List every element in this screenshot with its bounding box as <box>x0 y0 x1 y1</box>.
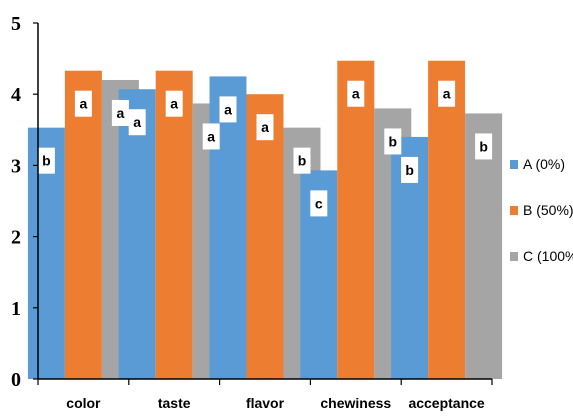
bar-label-box <box>475 133 493 160</box>
y-tick-label: 4 <box>11 84 21 106</box>
bar-label-chewiness-series-0: c <box>315 195 323 211</box>
legend-label-2: C (100%) <box>523 248 573 264</box>
legend-swatch-2 <box>510 252 518 261</box>
bar-label-box <box>401 156 419 183</box>
bar-label-taste-series-0: a <box>133 114 141 130</box>
legend-swatch-1 <box>510 206 518 215</box>
bar-label-box <box>384 128 402 155</box>
bars-layer <box>27 60 503 380</box>
legend: A (0%) B (50%) C (100%) <box>510 156 573 264</box>
bar-color-series-1 <box>64 70 102 379</box>
bar-label-chewiness-series-1: a <box>352 86 360 102</box>
bar-label-taste-series-1: a <box>170 96 178 112</box>
y-tick-label: 3 <box>11 155 21 177</box>
legend-label-0: A (0%) <box>523 156 565 172</box>
legend-label-1: B (50%) <box>523 202 573 218</box>
x-tick-label-color: color <box>66 395 101 411</box>
bar-label-box <box>202 123 220 150</box>
bar-label-box <box>128 109 146 136</box>
bar-label-box <box>111 99 129 126</box>
bar-taste-series-1 <box>155 70 193 379</box>
bar-label-color-series-2: a <box>117 105 125 121</box>
bar-label-acceptance-series-2: b <box>479 138 488 154</box>
bar-label-box <box>165 90 183 117</box>
bar-label-flavor-series-0: a <box>224 101 232 117</box>
bar-label-taste-series-2: a <box>207 128 215 144</box>
bar-label-flavor-series-1: a <box>261 119 269 135</box>
bar-label-box <box>74 90 92 117</box>
bar-label-acceptance-series-1: a <box>443 86 451 102</box>
bar-taste-series-0 <box>118 89 156 379</box>
x-tick-label-taste: taste <box>158 395 191 411</box>
y-tick-label: 5 <box>11 13 21 35</box>
bar-label-box <box>438 80 456 107</box>
axes-layer: 0 1 2 3 4 5 color taste flavor chewiness acceptanc… <box>11 13 493 411</box>
bar-label-acceptance-series-0: b <box>405 162 414 178</box>
bar-label-color-series-0: b <box>42 153 51 169</box>
bar-label-box <box>310 190 328 217</box>
bar-chewiness-series-1 <box>337 60 375 380</box>
bar-acceptance-series-1 <box>428 60 466 380</box>
y-tick-label: 1 <box>11 298 21 320</box>
y-tick-label: 2 <box>11 227 21 249</box>
x-tick-label-acceptance: acceptance <box>408 395 484 411</box>
bar-label-box <box>219 96 237 123</box>
bar-label-box <box>256 114 274 141</box>
legend-swatch-0 <box>510 160 518 169</box>
bar-label-flavor-series-2: b <box>298 153 307 169</box>
y-tick-label: 0 <box>11 369 21 391</box>
bar-label-chewiness-series-2: b <box>389 133 398 149</box>
bar-label-color-series-1: a <box>80 96 88 112</box>
bar-label-box <box>293 147 311 174</box>
bar-label-box <box>37 147 55 174</box>
bar-label-box <box>347 80 365 107</box>
bar-flavor-series-1 <box>246 94 284 379</box>
x-tick-label-chewiness: chewiness <box>320 395 391 411</box>
x-tick-label-flavor: flavor <box>246 395 285 411</box>
